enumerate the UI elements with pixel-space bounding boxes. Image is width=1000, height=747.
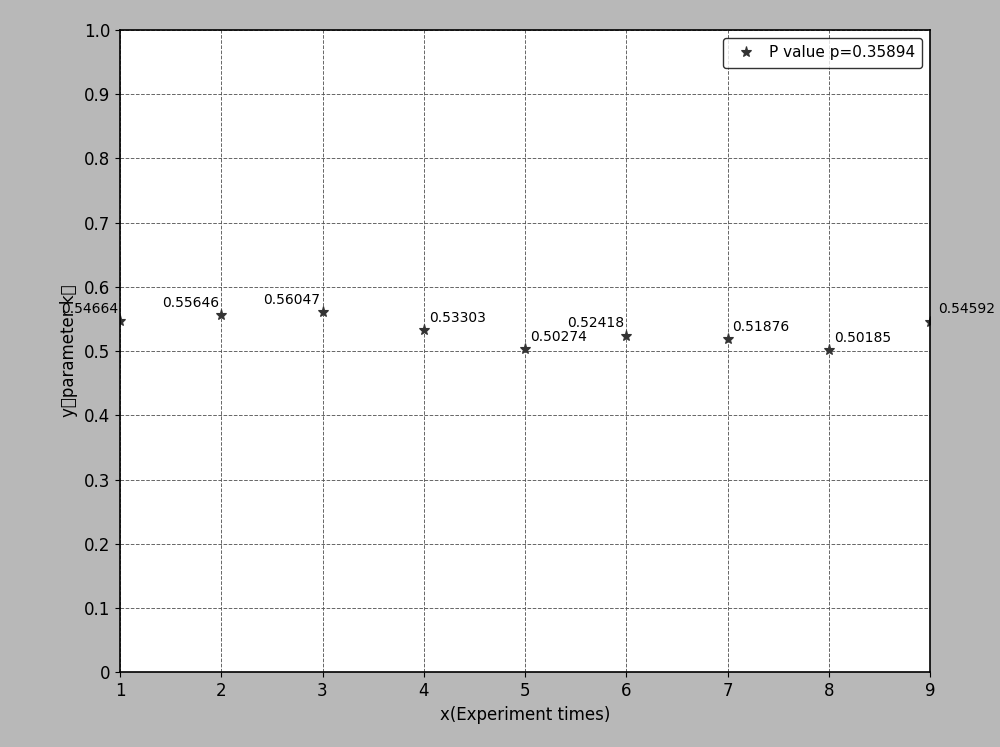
P value p=0.35894	[519, 345, 531, 354]
P value p=0.35894	[823, 345, 835, 354]
P value p=0.35894	[114, 317, 126, 326]
Text: 0.52418: 0.52418	[567, 317, 624, 330]
Text: 0.54592: 0.54592	[938, 303, 995, 317]
Text: 0.53303: 0.53303	[429, 311, 486, 325]
P value p=0.35894	[722, 335, 734, 344]
X-axis label: x(Experiment times): x(Experiment times)	[440, 706, 610, 724]
Text: 0.54664: 0.54664	[61, 302, 118, 316]
Text: 0.50185: 0.50185	[834, 331, 891, 345]
P value p=0.35894	[215, 310, 227, 319]
Line: P value p=0.35894: P value p=0.35894	[114, 307, 936, 356]
Text: 0.51876: 0.51876	[733, 320, 790, 334]
Text: 0.56047: 0.56047	[263, 293, 320, 307]
Text: 0.55646: 0.55646	[162, 296, 219, 310]
P value p=0.35894	[316, 308, 328, 317]
P value p=0.35894	[418, 326, 430, 335]
Legend: P value p=0.35894: P value p=0.35894	[723, 37, 922, 68]
P value p=0.35894	[924, 317, 936, 326]
P value p=0.35894	[620, 331, 632, 340]
Y-axis label: y（parameter k）: y（parameter k）	[60, 285, 78, 418]
Text: 0.50274: 0.50274	[530, 330, 587, 344]
